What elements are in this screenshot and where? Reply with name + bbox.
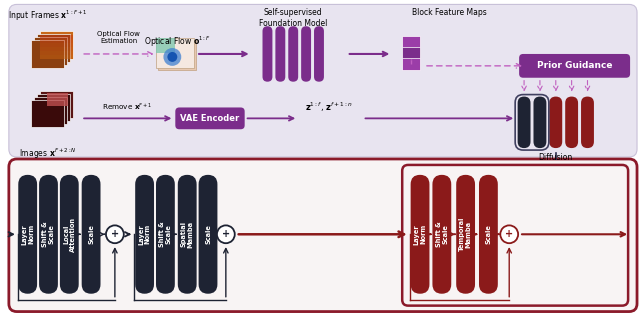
Text: VAE Encoder: VAE Encoder [180, 114, 239, 123]
Circle shape [163, 48, 181, 66]
Text: Prior Guidance: Prior Guidance [537, 61, 612, 70]
Text: $\mathbf{z}^{1:f}$, $\mathbf{z}^{f+1:n}$: $\mathbf{z}^{1:f}$, $\mathbf{z}^{f+1:n}$ [305, 101, 353, 114]
Circle shape [106, 225, 124, 243]
Text: Layer
Norm: Layer Norm [414, 224, 426, 245]
FancyBboxPatch shape [40, 91, 73, 118]
FancyBboxPatch shape [40, 47, 73, 51]
Text: +: + [505, 229, 513, 239]
Text: Diffusion: Diffusion [539, 153, 573, 162]
FancyBboxPatch shape [581, 97, 594, 148]
Text: Remove $\mathbf{x}^{F+1}$: Remove $\mathbf{x}^{F+1}$ [102, 102, 153, 113]
Text: Scale: Scale [485, 224, 492, 244]
FancyBboxPatch shape [402, 47, 420, 59]
FancyBboxPatch shape [288, 26, 298, 82]
FancyBboxPatch shape [314, 26, 324, 82]
Text: Scale: Scale [88, 224, 94, 244]
FancyBboxPatch shape [301, 26, 311, 82]
FancyBboxPatch shape [157, 38, 194, 68]
FancyBboxPatch shape [518, 97, 531, 148]
FancyBboxPatch shape [36, 34, 70, 62]
Text: Scale: Scale [205, 224, 211, 244]
Circle shape [500, 225, 518, 243]
FancyBboxPatch shape [40, 31, 73, 59]
FancyBboxPatch shape [9, 159, 637, 312]
FancyBboxPatch shape [159, 40, 196, 70]
FancyBboxPatch shape [534, 97, 547, 148]
FancyBboxPatch shape [198, 175, 218, 294]
FancyBboxPatch shape [456, 175, 475, 294]
Text: Shift &
Scale: Shift & Scale [159, 221, 172, 247]
FancyBboxPatch shape [19, 175, 37, 294]
Text: Optical Flow
Estimation: Optical Flow Estimation [97, 31, 140, 44]
Text: Temporal
Mamba: Temporal Mamba [460, 217, 472, 251]
FancyBboxPatch shape [34, 97, 67, 124]
FancyBboxPatch shape [40, 55, 73, 59]
FancyBboxPatch shape [82, 175, 100, 294]
FancyBboxPatch shape [175, 107, 244, 129]
FancyBboxPatch shape [36, 94, 70, 121]
Text: Self-supervised
Foundation Model: Self-supervised Foundation Model [259, 9, 328, 28]
FancyBboxPatch shape [156, 175, 175, 294]
FancyBboxPatch shape [411, 175, 429, 294]
Text: +: + [111, 229, 119, 239]
Text: Optical Flow $\mathbf{o}^{1:F}$: Optical Flow $\mathbf{o}^{1:F}$ [144, 34, 211, 49]
FancyBboxPatch shape [275, 26, 285, 82]
FancyBboxPatch shape [402, 36, 420, 48]
Circle shape [217, 225, 235, 243]
Text: Images $\mathbf{x}^{F+2:N}$: Images $\mathbf{x}^{F+2:N}$ [19, 146, 76, 161]
FancyBboxPatch shape [40, 39, 73, 43]
FancyBboxPatch shape [31, 100, 65, 127]
FancyBboxPatch shape [31, 40, 65, 68]
FancyBboxPatch shape [40, 43, 73, 47]
Text: Shift &
Scale: Shift & Scale [436, 221, 448, 247]
Text: Local
Attention: Local Attention [63, 217, 76, 252]
FancyBboxPatch shape [34, 37, 67, 65]
FancyBboxPatch shape [9, 4, 637, 157]
FancyBboxPatch shape [40, 35, 73, 39]
FancyBboxPatch shape [178, 175, 196, 294]
FancyBboxPatch shape [39, 175, 58, 294]
Text: +: + [222, 229, 230, 239]
FancyBboxPatch shape [47, 93, 68, 106]
FancyBboxPatch shape [157, 38, 175, 53]
Text: Layer
Norm: Layer Norm [138, 224, 151, 245]
FancyBboxPatch shape [519, 54, 630, 78]
Text: Layer
Norm: Layer Norm [21, 224, 34, 245]
Text: Shift &
Scale: Shift & Scale [42, 221, 55, 247]
FancyBboxPatch shape [262, 26, 273, 82]
FancyBboxPatch shape [549, 97, 562, 148]
Text: Input Frames $\mathbf{x}^{1:F+1}$: Input Frames $\mathbf{x}^{1:F+1}$ [8, 9, 87, 23]
Circle shape [168, 52, 177, 62]
FancyBboxPatch shape [60, 175, 79, 294]
Text: Spatial
Mamba: Spatial Mamba [181, 221, 193, 248]
FancyBboxPatch shape [402, 58, 420, 70]
FancyBboxPatch shape [433, 175, 451, 294]
FancyBboxPatch shape [135, 175, 154, 294]
FancyBboxPatch shape [40, 51, 73, 55]
FancyBboxPatch shape [479, 175, 498, 294]
FancyBboxPatch shape [565, 97, 578, 148]
Text: Block Feature Maps: Block Feature Maps [412, 9, 487, 17]
